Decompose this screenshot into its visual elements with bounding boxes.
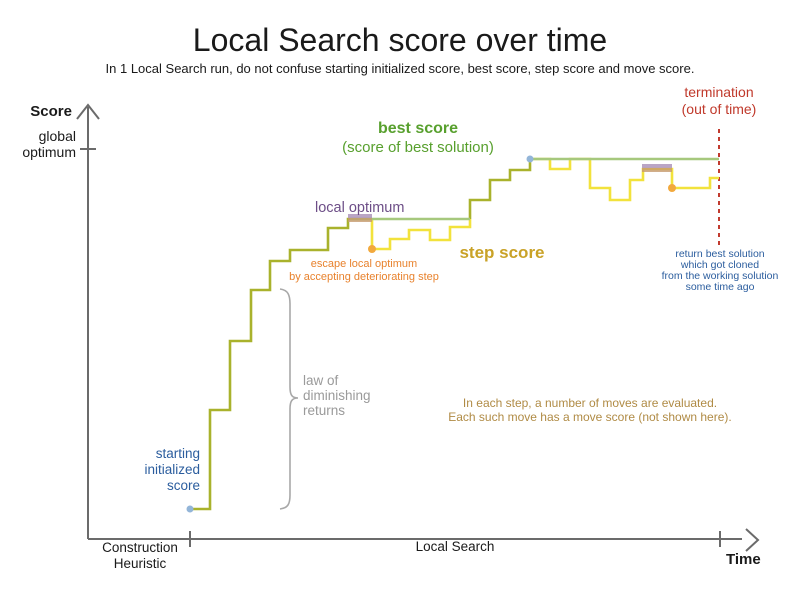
law-note-line2: diminishing (303, 388, 371, 403)
brace (279, 288, 299, 510)
law-of-diminishing-returns-note: law of diminishing returns (303, 373, 393, 418)
x-axis-label: Time (726, 551, 761, 568)
score-dot-3 (668, 184, 676, 192)
law-note-line1: law of (303, 373, 339, 388)
return-best-solution-note: return best solution which got cloned fr… (640, 249, 800, 293)
escape-note-line2: by accepting deteriorating step (289, 271, 439, 283)
termination-line1: termination (684, 84, 754, 100)
global-optimum-tick-label: global optimum (0, 128, 76, 160)
global-optimum-line1: global (38, 128, 76, 144)
page-title: Local Search score over time (192, 22, 608, 58)
x-axis-construction-heuristic-label: Construction Heuristic (90, 540, 190, 571)
construction-label-line1: Construction (102, 540, 178, 555)
termination-annotation: termination (out of time) (629, 84, 800, 118)
step-score-path-descent-1 (370, 219, 472, 251)
return-note-line1: return best solution (675, 248, 765, 260)
axis-arrowhead-0 (76, 103, 100, 120)
step-score-path-climb-1 (190, 217, 372, 511)
starting-note-line3: score (166, 478, 200, 493)
return-note-line2: which got cloned (680, 259, 760, 271)
step-score-path-descent-2 (530, 157, 719, 202)
score-dot-1 (526, 155, 534, 163)
global-optimum-line2: optimum (22, 144, 76, 160)
termination-line2: (out of time) (681, 101, 757, 117)
starting-note-line1: starting (155, 446, 200, 461)
moves-note-line1: In each step, a number of moves are eval… (462, 396, 718, 410)
best-score-subtitle: (score of best solution) (342, 139, 494, 156)
best-score-title: best score (377, 120, 459, 137)
local-optimum-annotation: local optimum (315, 200, 405, 216)
starting-initialized-score-note: starting initialized score (110, 446, 200, 494)
escape-local-optimum-note: escape local optimum by accepting deteri… (289, 258, 439, 284)
starting-note-line2: initialized (144, 462, 200, 477)
return-note-line4: some time ago (685, 281, 755, 293)
step-score-path-climb-2 (468, 159, 532, 219)
law-note-line3: returns (303, 403, 346, 418)
score-dot-2 (368, 245, 376, 253)
page-subtitle: In 1 Local Search run, do not confuse st… (105, 61, 695, 76)
step-score-annotation: step score (459, 243, 545, 262)
y-axis-label: Score (30, 103, 72, 120)
score-dot-0 (186, 505, 194, 513)
construction-label-line2: Heuristic (113, 555, 167, 571)
move-score-note: In each step, a number of moves are eval… (440, 396, 740, 424)
axis-arrowhead-1 (745, 528, 760, 552)
moves-note-line2: Each such move has a move score (not sho… (448, 410, 732, 424)
x-axis-local-search-label: Local Search (415, 539, 495, 554)
escape-note-line1: escape local optimum (310, 258, 418, 270)
best-score-annotation: best score (score of best solution) (318, 119, 518, 157)
return-note-line3: from the working solution (661, 270, 779, 282)
